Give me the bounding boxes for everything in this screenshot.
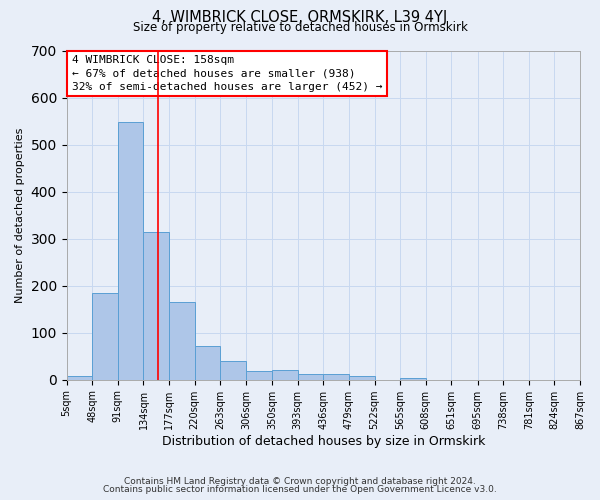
- Bar: [246, 372, 272, 380]
- X-axis label: Distribution of detached houses by size in Ormskirk: Distribution of detached houses by size …: [161, 434, 485, 448]
- Bar: [92, 292, 118, 380]
- Bar: [349, 376, 374, 380]
- Y-axis label: Number of detached properties: Number of detached properties: [15, 128, 25, 303]
- Bar: [298, 374, 323, 380]
- Text: Contains public sector information licensed under the Open Government Licence v3: Contains public sector information licen…: [103, 485, 497, 494]
- Text: 4 WIMBRICK CLOSE: 158sqm
← 67% of detached houses are smaller (938)
32% of semi-: 4 WIMBRICK CLOSE: 158sqm ← 67% of detach…: [72, 56, 382, 92]
- Bar: [143, 232, 169, 380]
- Bar: [118, 122, 143, 380]
- Text: 4, WIMBRICK CLOSE, ORMSKIRK, L39 4YJ: 4, WIMBRICK CLOSE, ORMSKIRK, L39 4YJ: [152, 10, 448, 25]
- Bar: [272, 370, 298, 380]
- Bar: [323, 374, 349, 380]
- Text: Size of property relative to detached houses in Ormskirk: Size of property relative to detached ho…: [133, 21, 467, 34]
- Bar: [194, 346, 220, 380]
- Text: Contains HM Land Registry data © Crown copyright and database right 2024.: Contains HM Land Registry data © Crown c…: [124, 477, 476, 486]
- Bar: [400, 378, 426, 380]
- Bar: [169, 302, 194, 380]
- Bar: [220, 361, 246, 380]
- Bar: [67, 376, 92, 380]
